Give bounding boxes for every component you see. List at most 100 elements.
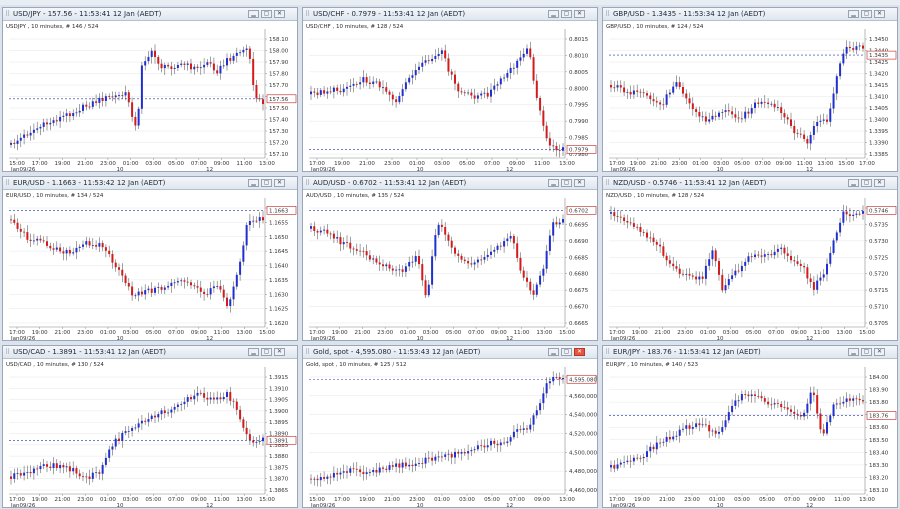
candle-body xyxy=(134,295,137,297)
close-window-button[interactable]: ✕ xyxy=(274,348,285,356)
candle-body xyxy=(780,247,783,249)
minimize-window-button[interactable]: ▁ xyxy=(848,10,859,18)
candle-body xyxy=(724,285,727,291)
chart-window-audusd[interactable]: ⠿ AUD/USD - 0.6702 - 11:53:41 12 Jan (AED… xyxy=(302,176,598,341)
close-window-button[interactable]: ✕ xyxy=(874,348,885,356)
x-tick-label: 13:00 xyxy=(559,497,575,503)
minimize-window-button[interactable]: ▁ xyxy=(548,179,559,187)
candle-body xyxy=(519,57,522,61)
candle-body xyxy=(226,58,228,66)
window-titlebar[interactable]: ⠿ AUD/USD - 0.6702 - 11:53:41 12 Jan (AED… xyxy=(303,177,597,190)
chart-window-usdchf[interactable]: ⠿ USD/CHF - 0.7979 - 11:53:41 12 Jan (AED… xyxy=(302,7,598,172)
price-chart[interactable]: AUD/USD , 10 minutes, # 135 / 5240.67000… xyxy=(303,190,598,341)
chart-window-gbpusd[interactable]: ⠿ GBP/USD - 1.3435 - 11:53:34 12 Jan (AED… xyxy=(602,7,898,172)
chart-window-gold[interactable]: ⠿ Gold, spot - 4,595.080 - 11:53:43 12 Ja… xyxy=(302,345,598,508)
drag-grip-icon[interactable]: ⠿ xyxy=(5,10,11,18)
window-titlebar[interactable]: ⠿ USD/JPY - 157.56 - 11:53:41 12 Jan (AED… xyxy=(3,8,297,21)
candle-body xyxy=(512,431,515,438)
price-chart[interactable]: USDJPY , 10 minutes, # 146 / 524 158.10 15… xyxy=(3,21,298,172)
window-titlebar[interactable]: ⠿ EUR/USD - 1.1663 - 11:53:42 12 Jan (AED… xyxy=(3,177,297,190)
window-titlebar[interactable]: ⠿ NZD/USD - 0.5746 - 11:53:41 12 Jan (AED… xyxy=(603,177,897,190)
x-tick-label: 09:00 xyxy=(534,497,550,503)
price-chart[interactable]: EUR/USD , 10 minutes, # 134 / 5241.16601… xyxy=(3,190,298,341)
minimize-window-button[interactable]: ▁ xyxy=(548,348,559,356)
x-tick-label: 19:00 xyxy=(32,497,48,503)
close-window-button[interactable]: ✕ xyxy=(574,10,585,18)
drag-grip-icon[interactable]: ⠿ xyxy=(605,179,611,187)
window-titlebar[interactable]: ⠿ EUR/JPY - 183.76 - 11:53:41 12 Jan (AED… xyxy=(603,346,897,359)
date-label: Jan09/26 xyxy=(610,336,636,341)
price-chart[interactable]: Gold, spot , 10 minutes, # 125 / 5124,58… xyxy=(303,359,598,508)
price-chart[interactable]: USD/CAD , 10 minutes, # 130 / 524 1.3915 1… xyxy=(3,359,298,508)
price-chart[interactable]: USD/CHF , 10 minutes, # 128 / 524 0.8015 0… xyxy=(303,21,598,172)
candle-body xyxy=(434,56,437,59)
candle-body xyxy=(642,92,645,94)
candle-body xyxy=(323,90,326,94)
candle-body xyxy=(799,414,802,417)
window-titlebar[interactable]: ⠿ Gold, spot - 4,595.080 - 11:53:43 12 Ja… xyxy=(303,346,597,359)
date-label: 10 xyxy=(117,336,124,341)
minimize-window-button[interactable]: ▁ xyxy=(848,179,859,187)
candle-body xyxy=(313,226,316,232)
price-chart[interactable]: EURJPY , 10 minutes, # 140 / 523 184.00 18… xyxy=(603,359,898,508)
candle-body xyxy=(98,243,101,247)
x-tick-label: 11:00 xyxy=(214,330,230,336)
window-titlebar[interactable]: ⠿ USD/CHF - 0.7979 - 11:53:41 12 Jan (AED… xyxy=(303,8,597,21)
y-tick-label: 0.8010 xyxy=(569,53,589,59)
drag-grip-icon[interactable]: ⠿ xyxy=(5,348,11,356)
drag-grip-icon[interactable]: ⠿ xyxy=(605,10,611,18)
candle-body xyxy=(362,77,365,83)
maximize-window-button[interactable]: ▢ xyxy=(261,179,272,187)
maximize-window-button[interactable]: ▢ xyxy=(561,348,572,356)
close-window-button[interactable]: ✕ xyxy=(274,10,285,18)
minimize-window-button[interactable]: ▁ xyxy=(248,179,259,187)
chart-window-usdjpy[interactable]: ⠿ USD/JPY - 157.56 - 11:53:41 12 Jan (AED… xyxy=(2,7,298,172)
close-window-button[interactable]: ✕ xyxy=(874,10,885,18)
drag-grip-icon[interactable]: ⠿ xyxy=(605,348,611,356)
minimize-window-button[interactable]: ▁ xyxy=(848,348,859,356)
chart-window-nzdusd[interactable]: ⠿ NZD/USD - 0.5746 - 11:53:41 12 Jan (AED… xyxy=(602,176,898,341)
maximize-window-button[interactable]: ▢ xyxy=(861,10,872,18)
candle-body xyxy=(734,270,737,276)
price-chart[interactable]: GBP/USD , 10 minutes, # 124 / 524 1.3450 1… xyxy=(603,21,898,172)
maximize-window-button[interactable]: ▢ xyxy=(561,10,572,18)
chart-window-eurjpy[interactable]: ⠿ EUR/JPY - 183.76 - 11:53:41 12 Jan (AED… xyxy=(602,345,898,508)
close-window-button[interactable]: ✕ xyxy=(574,179,585,187)
maximize-window-button[interactable]: ▢ xyxy=(561,179,572,187)
close-window-button[interactable]: ✕ xyxy=(874,179,885,187)
candle-body xyxy=(790,409,792,412)
drag-grip-icon[interactable]: ⠿ xyxy=(305,10,311,18)
candle-body xyxy=(803,412,806,417)
chart-window-eurusd[interactable]: ⠿ EUR/USD - 1.1663 - 11:53:42 12 Jan (AED… xyxy=(2,176,298,341)
maximize-window-button[interactable]: ▢ xyxy=(261,348,272,356)
candle-body xyxy=(678,429,681,436)
candle-body xyxy=(646,232,648,238)
minimize-window-button[interactable]: ▁ xyxy=(248,10,259,18)
drag-grip-icon[interactable]: ⠿ xyxy=(305,179,311,187)
date-label: 12 xyxy=(806,167,813,172)
price-chart[interactable]: NZD/USD , 10 minutes, # 128 / 5240.57400… xyxy=(603,190,898,341)
chart-window-usdcad[interactable]: ⠿ USD/CAD - 1.3891 - 11:53:41 12 Jan (AED… xyxy=(2,345,298,508)
y-tick-label: 4,500,000 xyxy=(569,450,597,456)
candle-body xyxy=(704,265,707,279)
maximize-window-button[interactable]: ▢ xyxy=(861,179,872,187)
minimize-window-button[interactable]: ▁ xyxy=(548,10,559,18)
close-window-button[interactable]: ✕ xyxy=(274,179,285,187)
window-titlebar[interactable]: ⠿ USD/CAD - 1.3891 - 11:53:41 12 Jan (AED… xyxy=(3,346,297,359)
candle-body xyxy=(75,468,78,474)
maximize-window-button[interactable]: ▢ xyxy=(261,10,272,18)
y-tick-label: 4,460,000 xyxy=(569,488,597,494)
candle-body xyxy=(480,93,483,96)
drag-grip-icon[interactable]: ⠿ xyxy=(305,348,311,356)
candle-body xyxy=(111,96,114,98)
candle-body xyxy=(157,57,160,64)
drag-grip-icon[interactable]: ⠿ xyxy=(5,179,11,187)
candle-body xyxy=(714,250,717,262)
candle-body xyxy=(685,425,688,429)
minimize-window-button[interactable]: ▁ xyxy=(248,348,259,356)
candle-body xyxy=(157,414,160,418)
close-window-button[interactable]: ✕ xyxy=(574,348,585,356)
maximize-window-button[interactable]: ▢ xyxy=(861,348,872,356)
window-titlebar[interactable]: ⠿ GBP/USD - 1.3435 - 11:53:34 12 Jan (AED… xyxy=(603,8,897,21)
x-tick-label: 07:00 xyxy=(768,330,784,336)
